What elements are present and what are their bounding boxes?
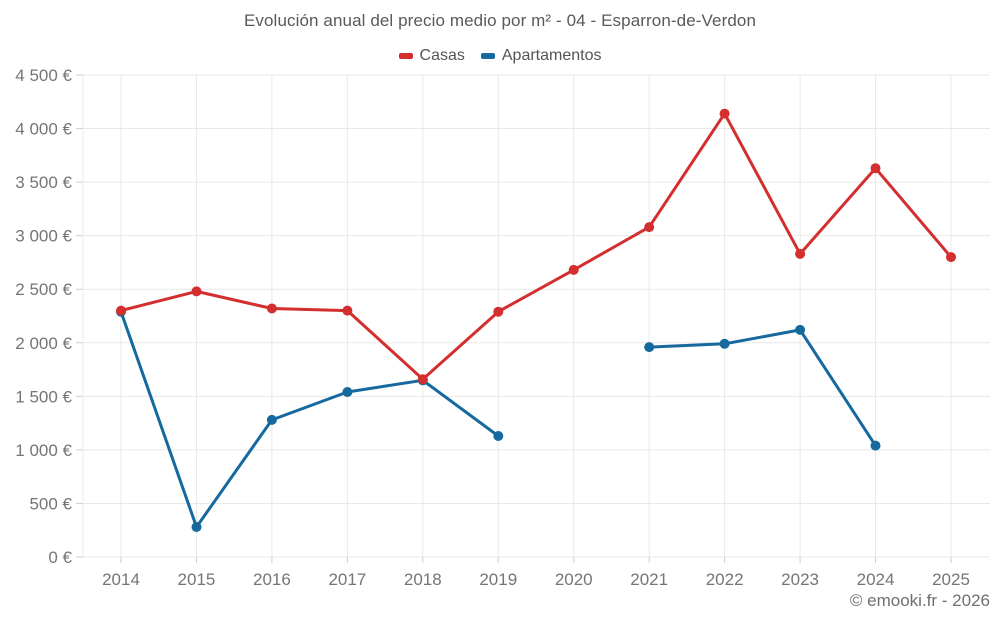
y-tick-label: 1 000 € bbox=[15, 441, 72, 460]
data-point bbox=[795, 324, 806, 335]
x-tick-label: 2016 bbox=[253, 570, 291, 589]
series-casas bbox=[116, 108, 956, 385]
gridlines bbox=[76, 74, 990, 563]
y-tick-label: 4 500 € bbox=[15, 66, 72, 85]
legend-marker-icon bbox=[480, 53, 495, 59]
data-point bbox=[719, 338, 730, 349]
y-tick-label: 1 500 € bbox=[15, 387, 72, 406]
data-point bbox=[342, 305, 353, 316]
data-point bbox=[493, 306, 504, 317]
data-point bbox=[644, 342, 655, 353]
data-point bbox=[946, 252, 956, 263]
y-tick-label: 2 000 € bbox=[15, 334, 72, 353]
x-tick-label: 2022 bbox=[706, 570, 744, 589]
data-point bbox=[266, 303, 277, 314]
legend-marker-icon bbox=[398, 53, 413, 59]
x-tick-label: 2018 bbox=[404, 570, 442, 589]
y-tick-label: 2 500 € bbox=[15, 280, 72, 299]
x-tick-label: 2023 bbox=[781, 570, 819, 589]
y-tick-label: 3 000 € bbox=[15, 227, 72, 246]
legend-item-apartamentos[interactable]: Apartamentos bbox=[480, 47, 602, 65]
data-point bbox=[417, 374, 428, 385]
x-tick-label: 2024 bbox=[857, 570, 895, 589]
data-point bbox=[191, 286, 202, 297]
axis-labels: 0 € 500 € 1 000 € 1 500 € 2 000 € 2 500 € 3 00… bbox=[15, 66, 970, 589]
y-tick-label: 500 € bbox=[29, 494, 72, 513]
x-tick-label: 2014 bbox=[102, 570, 140, 589]
data-point bbox=[116, 305, 126, 316]
x-tick-label: 2025 bbox=[932, 570, 970, 589]
data-point bbox=[568, 264, 579, 275]
data-point bbox=[342, 387, 353, 397]
data-point bbox=[266, 414, 277, 425]
legend-label: Casas bbox=[419, 47, 465, 64]
data-point bbox=[191, 522, 202, 532]
y-tick-label: 0 € bbox=[48, 548, 72, 567]
x-tick-label: 2020 bbox=[555, 570, 593, 589]
data-point bbox=[870, 163, 881, 174]
data-point bbox=[719, 108, 730, 119]
watermark-text: © emooki.fr - 2026 bbox=[849, 591, 990, 610]
data-point bbox=[870, 440, 881, 451]
data-point bbox=[795, 248, 806, 259]
x-tick-label: 2017 bbox=[328, 570, 366, 589]
legend: Casas Apartamentos bbox=[0, 45, 1000, 67]
series-line bbox=[119, 310, 877, 529]
data-point bbox=[644, 222, 655, 233]
series-line bbox=[119, 112, 953, 381]
y-tick-label: 3 500 € bbox=[15, 173, 72, 192]
data-point bbox=[493, 431, 504, 441]
legend-item-casas[interactable]: Casas bbox=[398, 47, 465, 65]
x-tick-label: 2019 bbox=[479, 570, 517, 589]
chart-title: Evolución anual del precio medio por m² … bbox=[243, 11, 757, 30]
y-tick-label: 4 000 € bbox=[15, 120, 72, 139]
legend-label: Apartamentos bbox=[501, 47, 602, 64]
x-tick-label: 2021 bbox=[630, 570, 668, 589]
series-apartamentos bbox=[116, 306, 881, 532]
x-tick-label: 2015 bbox=[178, 570, 216, 589]
